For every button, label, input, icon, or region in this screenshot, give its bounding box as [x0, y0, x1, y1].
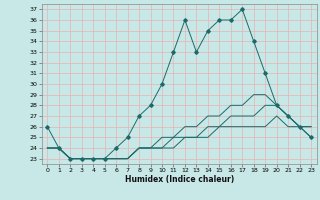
X-axis label: Humidex (Indice chaleur): Humidex (Indice chaleur): [124, 175, 234, 184]
